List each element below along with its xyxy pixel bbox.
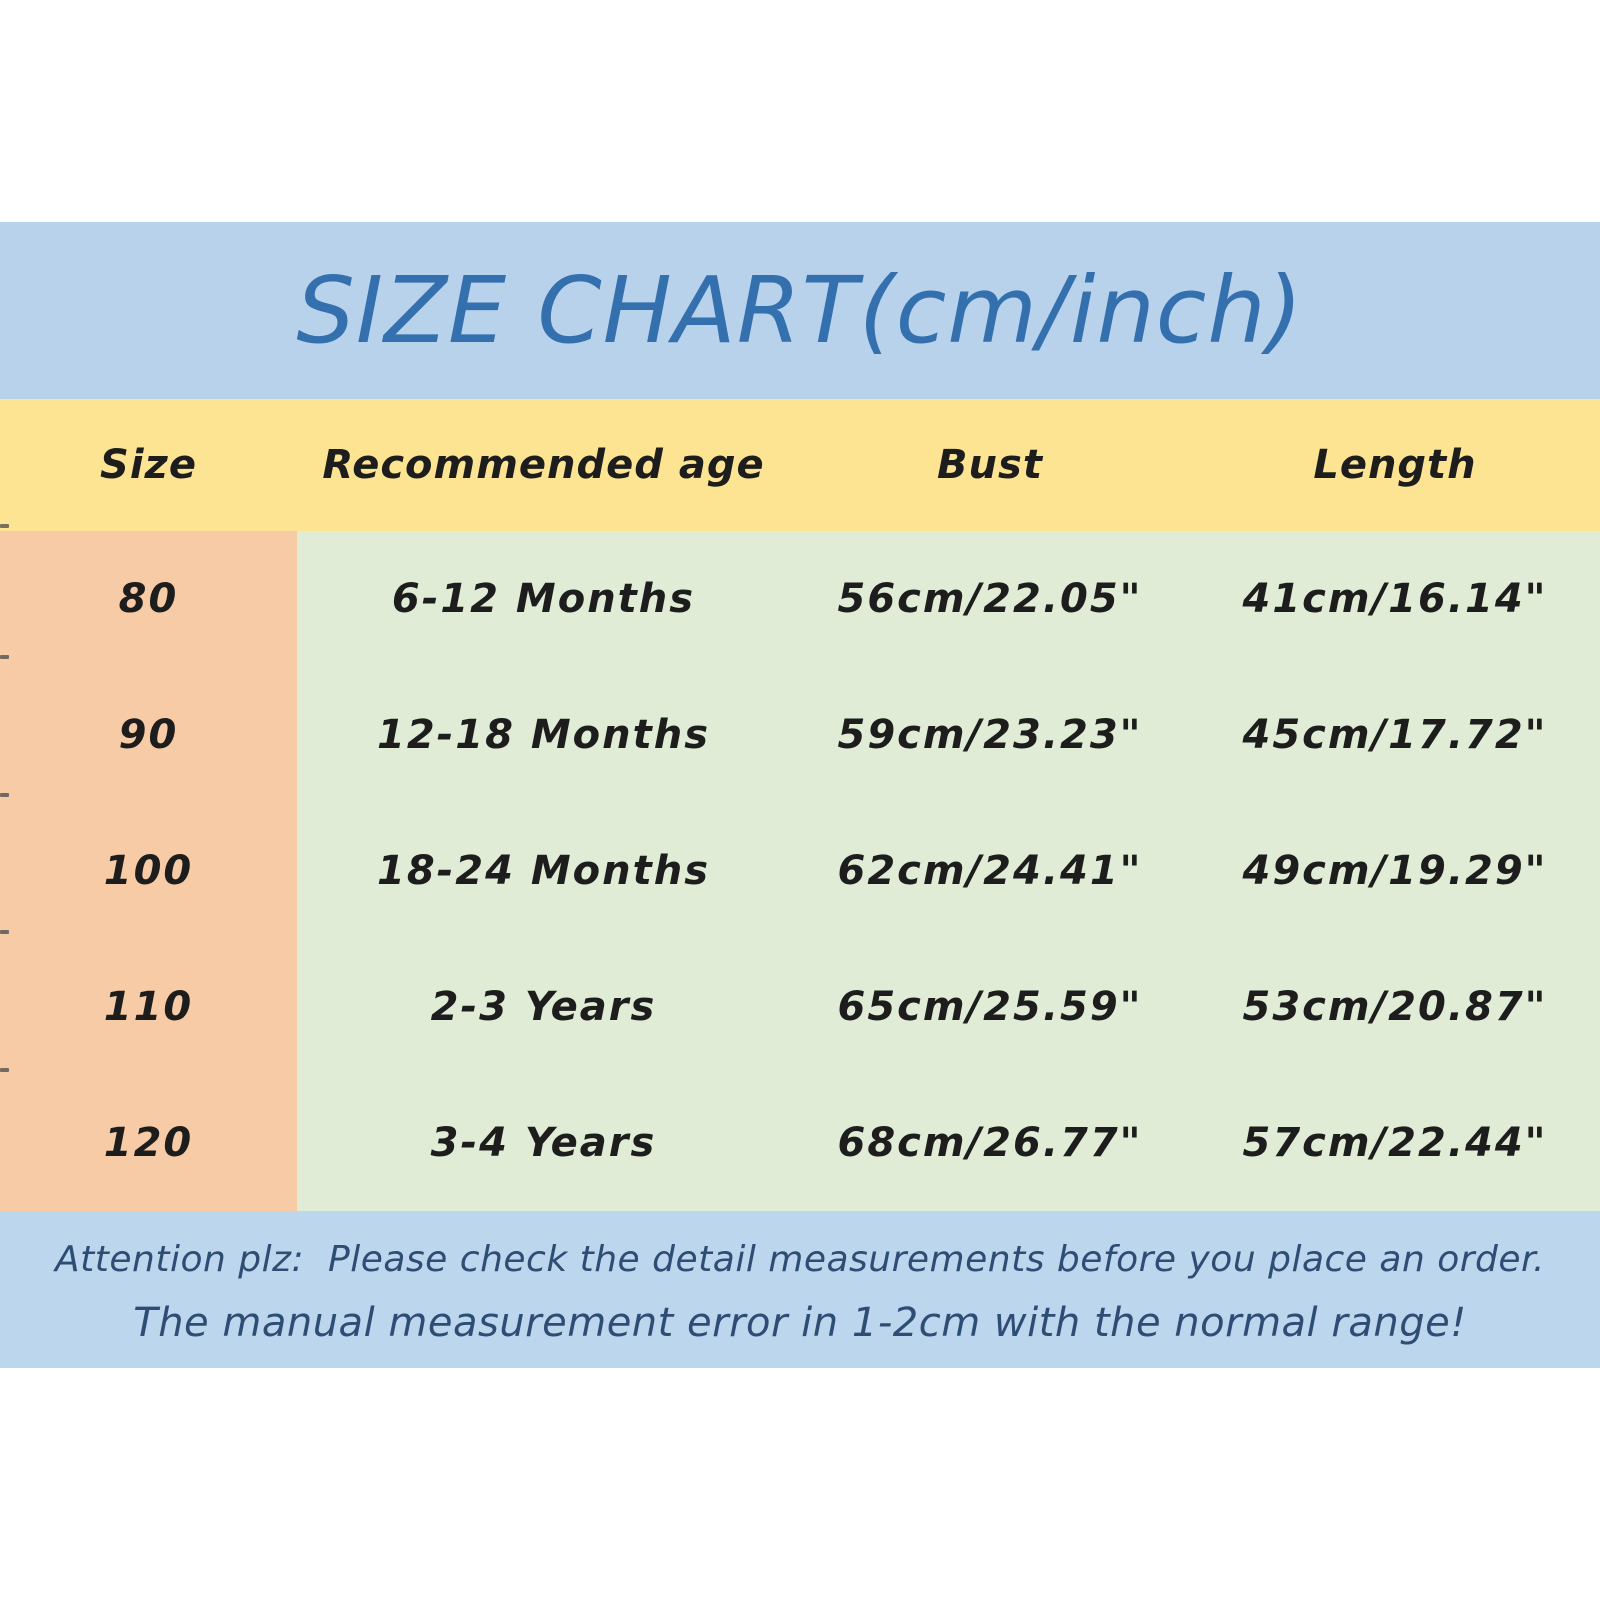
cell-size: 100 (103, 848, 194, 894)
chart-title: SIZE CHART(cm/inch) (296, 257, 1304, 364)
cell-length: 41cm/16.14" (1242, 576, 1548, 622)
cell-bust: 56cm/22.05" (837, 576, 1143, 622)
cell-length: 53cm/20.87" (1242, 984, 1548, 1030)
column-header-age: Recommended age (322, 442, 765, 488)
footer-note-line1: Attention plz: Please check the detail m… (55, 1239, 1545, 1280)
cell-age: 2-3 Years (430, 984, 657, 1030)
cell-length: 49cm/19.29" (1242, 848, 1548, 894)
cell-bust: 65cm/25.59" (837, 984, 1143, 1030)
cell-length: 45cm/17.72" (1242, 712, 1548, 758)
left-edge-artifact-tick (0, 1068, 9, 1072)
table-row: 110 2-3 Years 65cm/25.59" 53cm/20.87" (0, 939, 1600, 1075)
table-row: 90 12-18 Months 59cm/23.23" 45cm/17.72" (0, 667, 1600, 803)
cell-age: 6-12 Months (391, 576, 696, 622)
left-edge-artifact-tick (0, 930, 9, 934)
cell-bust: 68cm/26.77" (837, 1120, 1143, 1166)
table-row: 80 6-12 Months 56cm/22.05" 41cm/16.14" (0, 531, 1600, 667)
left-edge-artifact-tick (0, 655, 9, 659)
column-header-bust: Bust (937, 442, 1043, 488)
table-row: 120 3-4 Years 68cm/26.77" 57cm/22.44" (0, 1075, 1600, 1211)
left-edge-artifact-tick (0, 793, 9, 797)
cell-bust: 62cm/24.41" (837, 848, 1143, 894)
left-edge-artifact-tick (0, 524, 9, 528)
cell-age: 12-18 Months (376, 712, 711, 758)
table-header-row: Size Recommended age Bust Length (0, 399, 1600, 531)
table-body: 80 6-12 Months 56cm/22.05" 41cm/16.14" 9… (0, 531, 1600, 1211)
cell-length: 57cm/22.44" (1242, 1120, 1548, 1166)
column-header-size: Size (100, 442, 197, 488)
cell-size: 110 (103, 984, 194, 1030)
footer-note-band: Attention plz: Please check the detail m… (0, 1211, 1600, 1368)
cell-size: 120 (103, 1120, 194, 1166)
cell-bust: 59cm/23.23" (837, 712, 1143, 758)
column-header-length: Length (1313, 442, 1477, 488)
table-row: 100 18-24 Months 62cm/24.41" 49cm/19.29" (0, 803, 1600, 939)
cell-age: 3-4 Years (430, 1120, 657, 1166)
cell-size: 80 (118, 576, 179, 622)
size-column-background (0, 531, 297, 1211)
footer-note-line2: The manual measurement error in 1-2cm wi… (133, 1300, 1467, 1346)
title-band: SIZE CHART(cm/inch) (0, 222, 1600, 399)
cell-age: 18-24 Months (376, 848, 711, 894)
cell-size: 90 (118, 712, 179, 758)
